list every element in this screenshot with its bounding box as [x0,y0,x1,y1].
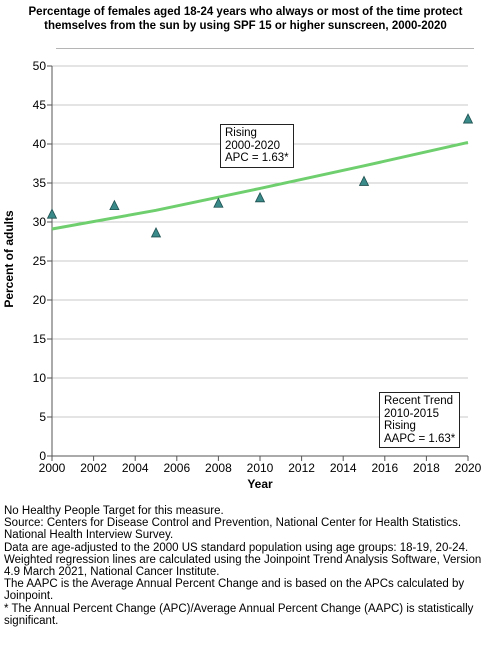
data-point-triangle [358,175,370,186]
footnote: Weighted regression lines are calculated… [4,553,482,579]
annotation-line: AAPC = 1.63* [384,432,456,445]
footnote: No Healthy People Target for this measur… [4,505,224,517]
x-tick-labels: 2000 2002 2004 2006 2008 2010 2012 2014 2016 2018… [39,461,482,475]
x-tick-label: 2020 [455,461,482,475]
x-tick-label: 2010 [247,461,274,475]
x-tick-label: 2018 [413,461,440,475]
footnote: Data are age-adjusted to the 2000 US sta… [4,541,469,554]
annotation-line: Rising [384,420,416,432]
data-point-triangle [254,191,266,203]
data-point-triangle [213,197,224,208]
data-point-triangle [46,208,58,219]
x-axis-title: Year [247,477,273,491]
annotation-line: Rising [225,127,257,139]
data-points [46,113,474,238]
x-tick-label: 2006 [163,461,190,475]
data-point-triangle [462,113,474,124]
y-axis-title: Percent of adults [2,210,16,308]
x-tick-label: 2016 [371,461,398,475]
grid-lines [52,65,468,418]
footnote: Source: Centers for Disease Control and … [4,517,462,542]
y-tick-label: 25 [33,254,47,268]
data-point-triangle [150,227,162,238]
y-tick-label: 15 [33,332,47,346]
x-tick-label: 2002 [80,461,107,475]
annotation-line: APC = 1.63* [225,152,289,164]
y-tick-label: 35 [33,176,47,190]
x-tick-label: 2008 [205,461,232,475]
y-tick-label: 20 [33,293,47,307]
y-tick-labels: 0 5 10 15 20 25 30 35 40 45 50 [33,59,47,463]
chart-title: Percentage of females aged 18-24 years w… [28,6,463,32]
footnote: The AAPC is the Average Annual Percent C… [4,578,465,603]
y-tick-label: 50 [33,59,47,73]
y-tick-label: 5 [39,410,46,424]
y-tick-label: 30 [33,215,47,229]
trend-annotation-rising: Rising 2000-2020 APC = 1.63* [220,124,294,168]
annotation-line: 2000-2020 [225,139,280,152]
title-divider [56,48,474,49]
y-tick-label: 40 [33,137,47,151]
data-point-triangle [109,199,120,211]
footnote: * The Annual Percent Change (APC)/Averag… [4,602,474,627]
trend-annotation-recent: Recent Trend 2010-2015 Rising AAPC = 1.6… [379,392,461,448]
trend-line [51,140,469,231]
trend-lines [51,140,469,231]
footnotes: No Healthy People Target for this measur… [4,505,488,627]
x-tick-label: 2012 [288,461,315,475]
x-tick-label: 2014 [330,461,357,475]
y-tick-label: 45 [33,98,47,112]
axes [47,65,469,461]
x-tick-label: 2000 [39,461,66,475]
annotation-line: 2010-2015 [384,407,439,420]
x-tick-label: 2004 [122,461,149,475]
annotation-line: Recent Trend [384,395,454,407]
y-tick-label: 0 [39,449,46,463]
y-tick-label: 10 [33,371,47,385]
